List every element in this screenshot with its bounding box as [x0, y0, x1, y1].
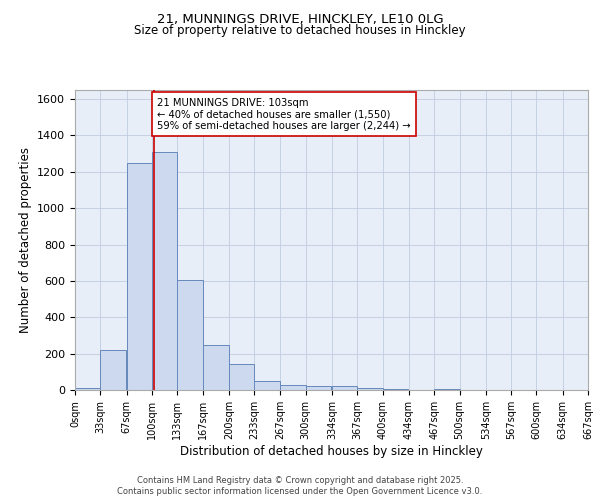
X-axis label: Distribution of detached houses by size in Hinckley: Distribution of detached houses by size … [180, 444, 483, 458]
Bar [203, 346, 229, 390]
Bar [75, 388, 100, 390]
Y-axis label: Number of detached properties: Number of detached properties [19, 147, 32, 333]
Text: Size of property relative to detached houses in Hinckley: Size of property relative to detached ho… [134, 24, 466, 37]
Text: Contains public sector information licensed under the Open Government Licence v3: Contains public sector information licen… [118, 487, 482, 496]
Bar [434, 389, 460, 390]
Bar [127, 162, 152, 390]
Bar [280, 384, 306, 390]
Bar [332, 386, 357, 390]
Bar [383, 388, 408, 390]
Bar [306, 386, 331, 390]
Text: 21, MUNNINGS DRIVE, HINCKLEY, LE10 0LG: 21, MUNNINGS DRIVE, HINCKLEY, LE10 0LG [157, 12, 443, 26]
Bar [100, 350, 126, 390]
Bar [177, 280, 203, 390]
Bar [229, 364, 254, 390]
Text: Contains HM Land Registry data © Crown copyright and database right 2025.: Contains HM Land Registry data © Crown c… [137, 476, 463, 485]
Text: 21 MUNNINGS DRIVE: 103sqm
← 40% of detached houses are smaller (1,550)
59% of se: 21 MUNNINGS DRIVE: 103sqm ← 40% of detac… [157, 98, 411, 130]
Bar [254, 381, 280, 390]
Bar [357, 388, 383, 390]
Bar [152, 152, 177, 390]
